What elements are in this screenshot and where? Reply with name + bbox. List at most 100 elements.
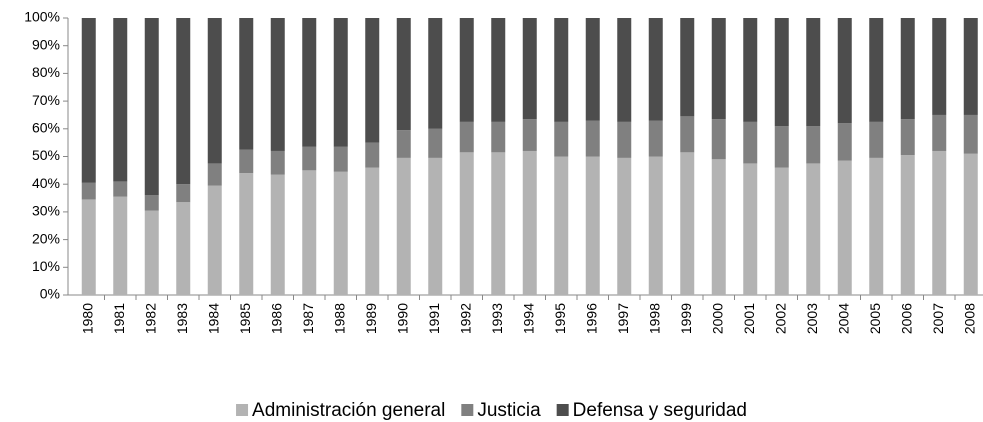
bar-segment xyxy=(806,163,821,295)
bar-segment xyxy=(900,119,915,156)
bar-segment xyxy=(837,160,852,295)
bar-segment xyxy=(743,18,758,122)
y-tick-label: 20% xyxy=(32,230,60,246)
bar-segment xyxy=(585,18,600,121)
bar-segment xyxy=(680,116,695,153)
bar-segment xyxy=(239,18,254,150)
bar-segment xyxy=(459,18,474,122)
x-tick-label: 1986 xyxy=(268,303,284,334)
bar-segment xyxy=(522,150,537,295)
y-tick-label: 60% xyxy=(32,120,60,136)
bar-segment xyxy=(113,196,128,295)
bar-segment xyxy=(333,18,348,147)
bar-segment xyxy=(869,121,884,158)
bar-segment xyxy=(207,18,222,164)
bar-segment xyxy=(743,163,758,295)
x-tick-label: 1989 xyxy=(363,303,379,334)
legend-label: Justicia xyxy=(477,400,541,421)
bar-segment xyxy=(144,195,159,211)
bar-segment xyxy=(81,182,96,200)
y-tick-label: 40% xyxy=(32,175,60,191)
bar-segment xyxy=(270,18,285,151)
bar-segment xyxy=(932,18,947,115)
bar-segment xyxy=(144,210,159,295)
bar-segment xyxy=(711,18,726,120)
bar-segment xyxy=(113,181,128,197)
x-tick-label: 2007 xyxy=(930,303,946,334)
x-tick-label: 2003 xyxy=(804,303,820,334)
y-tick-label: 90% xyxy=(32,36,60,52)
x-tick-label: 1998 xyxy=(646,303,662,334)
bar-segment xyxy=(711,159,726,295)
bar-segment xyxy=(176,18,191,185)
bar-segment xyxy=(837,18,852,124)
x-tick-label: 2006 xyxy=(898,303,914,334)
x-tick-label: 1987 xyxy=(300,303,316,334)
legend-label: Defensa y seguridad xyxy=(573,400,747,421)
x-tick-label: 1980 xyxy=(79,303,95,334)
bar-segment xyxy=(522,18,537,120)
bar-segment xyxy=(176,202,191,295)
bar-segment xyxy=(239,149,254,174)
bar-segment xyxy=(774,126,789,168)
legend-swatch xyxy=(461,404,474,416)
x-tick-label: 1992 xyxy=(457,303,473,334)
bar-segment xyxy=(270,150,285,175)
bar-segment xyxy=(900,155,915,295)
bar-segment xyxy=(207,185,222,295)
bar-segment xyxy=(774,18,789,127)
bar-segment xyxy=(396,18,411,131)
bar-segment xyxy=(491,18,506,122)
bar-segment xyxy=(522,119,537,151)
bar-segment xyxy=(932,150,947,295)
legend-label: Administración general xyxy=(252,400,445,421)
bar-segment xyxy=(333,146,348,172)
bar-segment xyxy=(869,157,884,295)
bar-segment xyxy=(396,130,411,158)
bar-segment xyxy=(554,156,569,295)
bar-segment xyxy=(81,199,96,295)
bar-segment xyxy=(365,18,380,143)
bar-segment xyxy=(648,18,663,121)
bar-segment xyxy=(491,121,506,153)
bar-segment xyxy=(963,153,978,295)
bar-segment xyxy=(113,18,128,182)
bar-segment xyxy=(459,152,474,295)
x-tick-label: 1984 xyxy=(205,303,221,334)
x-tick-label: 1988 xyxy=(331,303,347,334)
bar-segment xyxy=(869,18,884,122)
x-tick-label: 1983 xyxy=(174,303,190,334)
x-tick-label: 1985 xyxy=(237,303,253,334)
x-tick-label: 1997 xyxy=(615,303,631,334)
bar-segment xyxy=(680,18,695,117)
bar-segment xyxy=(585,120,600,157)
y-tick-label: 80% xyxy=(32,64,60,80)
bar-segment xyxy=(270,174,285,295)
bar-segment xyxy=(743,121,758,164)
bar-segment xyxy=(207,163,222,186)
bar-segment xyxy=(711,119,726,160)
x-tick-label: 1994 xyxy=(520,303,536,334)
x-tick-label: 2002 xyxy=(772,303,788,334)
x-tick-label: 1981 xyxy=(111,303,127,334)
x-tick-label: 2000 xyxy=(709,303,725,334)
bar-segment xyxy=(648,120,663,157)
x-tick-label: 2004 xyxy=(835,303,851,334)
bar-segment xyxy=(837,123,852,161)
bar-segment xyxy=(302,170,317,295)
x-tick-label: 1996 xyxy=(583,303,599,334)
y-tick-label: 100% xyxy=(24,9,60,25)
bar-segment xyxy=(302,146,317,171)
bar-segment xyxy=(680,152,695,295)
bar-segment xyxy=(617,18,632,122)
bar-segment xyxy=(459,121,474,153)
bar-segment xyxy=(932,114,947,151)
bar-segment xyxy=(428,128,443,158)
x-tick-label: 2001 xyxy=(741,303,757,334)
bar-segment xyxy=(900,18,915,120)
bar-segment xyxy=(963,114,978,154)
bar-segment xyxy=(806,18,821,127)
bar-segment xyxy=(428,18,443,129)
x-tick-label: 1995 xyxy=(552,303,568,334)
